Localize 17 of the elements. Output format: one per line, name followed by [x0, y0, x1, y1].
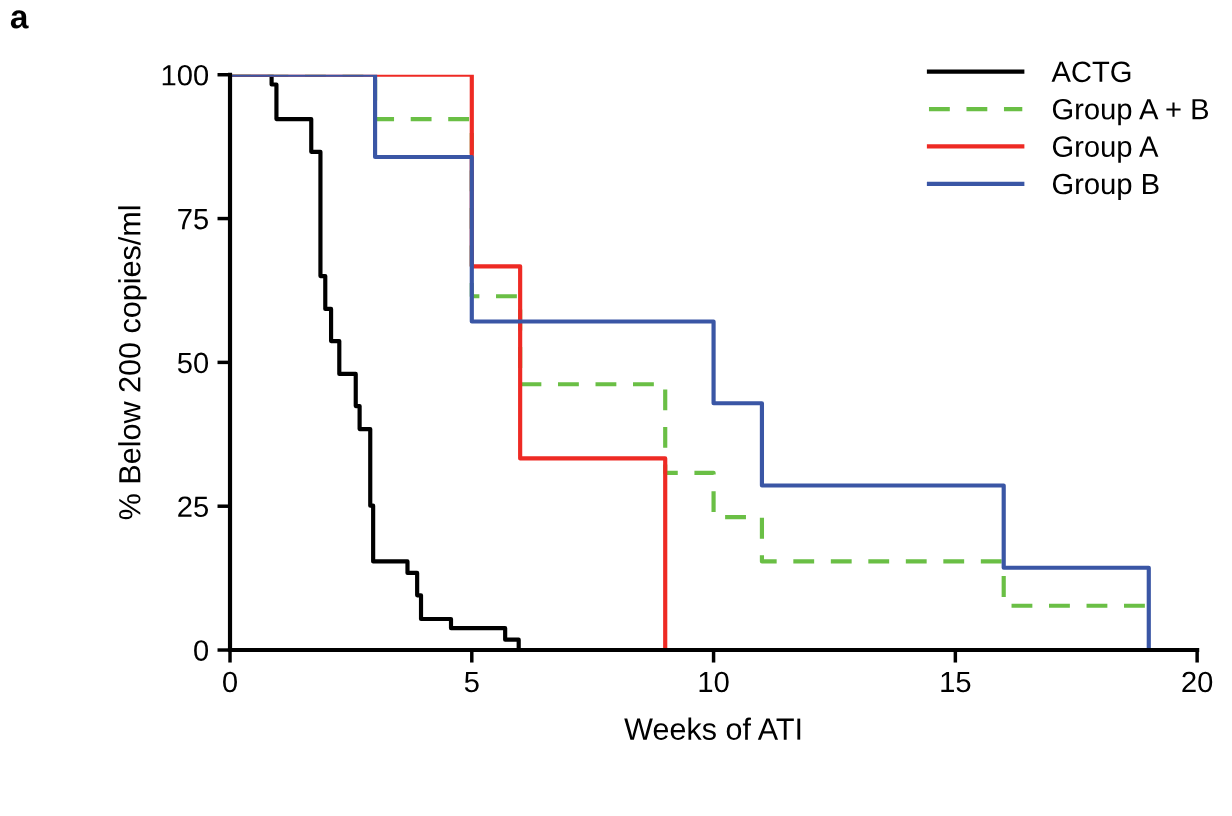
y-axis-title: % Below 200 copies/ml [118, 206, 147, 520]
x-tick-label: 20 [1182, 671, 1213, 693]
x-axis-title: Weeks of ATI [624, 717, 801, 740]
y-tick-label: 75 [178, 209, 208, 230]
legend-label: ACTG [1051, 61, 1131, 83]
x-tick-label: 0 [223, 671, 237, 693]
x-tick-label: 15 [941, 671, 971, 693]
y-tick-label: 100 [162, 64, 209, 86]
y-tick-label: 25 [178, 496, 208, 518]
y-tick-label: 0 [194, 640, 209, 661]
text: a [10, 10, 29, 29]
x-tick-label: 5 [464, 671, 479, 693]
legend-label: Group B [1052, 173, 1159, 201]
legend-label: Group A [1052, 136, 1159, 163]
x-tick-label: 10 [699, 671, 729, 693]
y-tick-label: 50 [177, 352, 209, 374]
legend-label: Group A + B [1052, 98, 1209, 126]
